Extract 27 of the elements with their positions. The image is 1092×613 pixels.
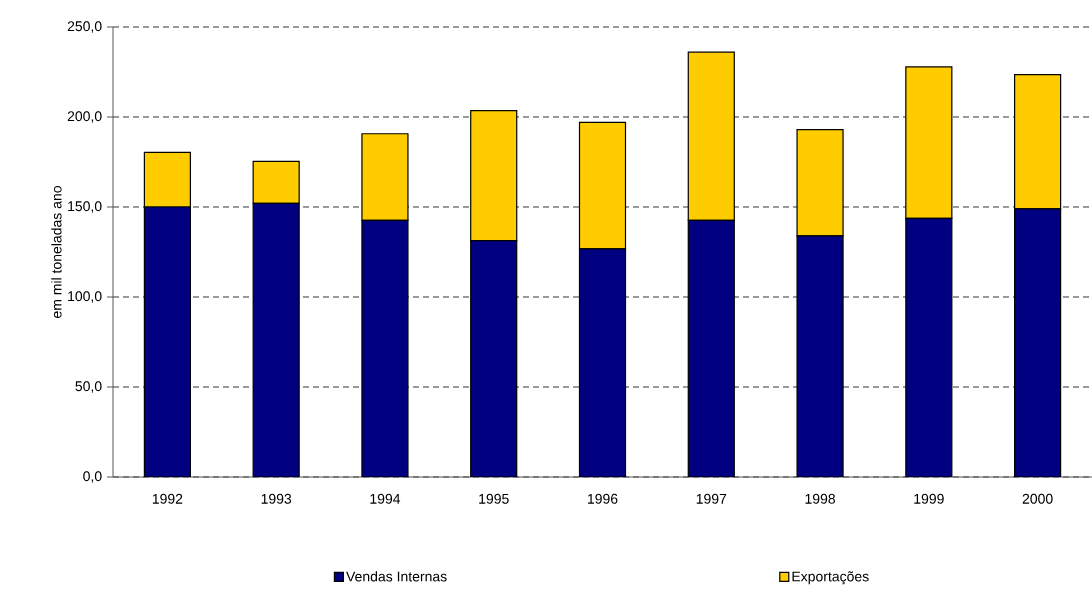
bar xyxy=(252,202,300,477)
bar xyxy=(578,248,627,477)
x-tick-label: 1998 xyxy=(805,493,836,504)
bar xyxy=(1014,208,1062,477)
x-tick-label: 1999 xyxy=(914,493,944,504)
legend-label: Vendas Internas xyxy=(346,571,447,582)
x-tick-label: 1997 xyxy=(696,493,727,504)
x-tick-label: 2000 xyxy=(1022,493,1053,504)
x-tick-label: 1993 xyxy=(261,493,292,504)
bar xyxy=(361,219,409,477)
x-tick-label: 1995 xyxy=(479,493,509,504)
bar xyxy=(470,240,518,477)
y-axis-title: em mil toneladas ano xyxy=(51,186,62,318)
y-tick-label: 100,0 xyxy=(68,291,102,303)
y-tick-label: 200,0 xyxy=(67,111,102,123)
legend-label: Exportações xyxy=(792,571,869,585)
x-tick-label: 1996 xyxy=(587,493,618,504)
bar xyxy=(905,217,953,477)
x-tick-label: 1994 xyxy=(370,493,401,504)
y-tick-label: 250,0 xyxy=(67,21,102,33)
bar xyxy=(796,235,844,477)
y-tick-label: 150,0 xyxy=(68,201,102,213)
y-tick-label: 0,0 xyxy=(83,471,102,483)
bar xyxy=(143,206,191,477)
y-tick-label: 50,0 xyxy=(75,381,102,393)
bar xyxy=(687,219,735,477)
x-tick-label: 1992 xyxy=(152,493,183,504)
